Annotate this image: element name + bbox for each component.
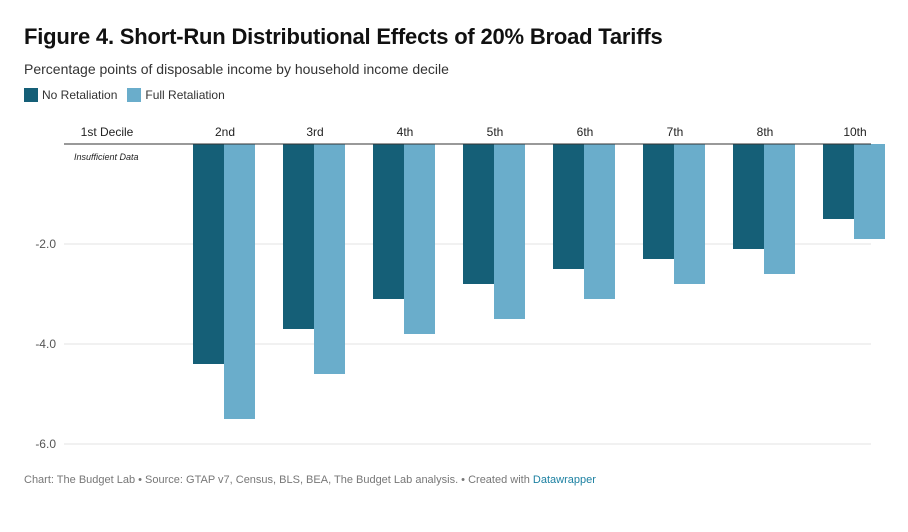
bar-chart: -2.0 -4.0 -6.0 1st Decile 2nd 3rd 4th 5th 6th 7th…: [35, 125, 885, 451]
legend-label-full-retaliation: Full Retaliation: [145, 88, 225, 102]
chart-subtitle: Percentage points of disposable income b…: [24, 61, 449, 77]
x-tick-label: 8th: [757, 125, 774, 139]
bar: [494, 144, 525, 319]
bar: [823, 144, 854, 219]
bar: [463, 144, 494, 284]
chart-title: Figure 4. Short-Run Distributional Effec…: [24, 24, 663, 49]
x-tick-label: 2nd: [215, 125, 235, 139]
bar: [643, 144, 674, 259]
bar: [733, 144, 764, 249]
bar: [674, 144, 705, 284]
bar: [314, 144, 345, 374]
bar: [224, 144, 255, 419]
bar: [193, 144, 224, 364]
x-tick-label: 10th: [843, 125, 866, 139]
bar: [584, 144, 615, 299]
footer-source: Chart: The Budget Lab • Source: GTAP v7,…: [24, 474, 530, 486]
chart-footer: Chart: The Budget Lab • Source: GTAP v7,…: [24, 474, 596, 486]
legend-swatch-no-retaliation: [24, 88, 38, 102]
bar: [553, 144, 584, 269]
y-tick-label: -4.0: [35, 337, 56, 351]
x-tick-label: 7th: [667, 125, 684, 139]
y-tick-label: -6.0: [35, 437, 56, 451]
datawrapper-link[interactable]: Datawrapper: [532, 474, 596, 486]
bar: [764, 144, 795, 274]
bar: [854, 144, 885, 239]
bar: [404, 144, 435, 334]
bar: [283, 144, 314, 329]
bar: [373, 144, 404, 299]
legend-item-no-retaliation: No Retaliation: [24, 88, 117, 102]
x-tick-label: 4th: [397, 125, 414, 139]
legend-item-full-retaliation: Full Retaliation: [127, 88, 225, 102]
legend: No Retaliation Full Retaliation: [24, 88, 235, 102]
x-tick-label: 3rd: [306, 125, 323, 139]
y-tick-label: -2.0: [35, 237, 56, 251]
x-tick-label: 6th: [577, 125, 594, 139]
legend-swatch-full-retaliation: [127, 88, 142, 102]
x-tick-label: 5th: [487, 125, 504, 139]
legend-label-no-retaliation: No Retaliation: [42, 88, 118, 102]
x-tick-label: 1st Decile: [81, 125, 134, 139]
insufficient-data-annotation: Insufficient Data: [74, 152, 139, 162]
